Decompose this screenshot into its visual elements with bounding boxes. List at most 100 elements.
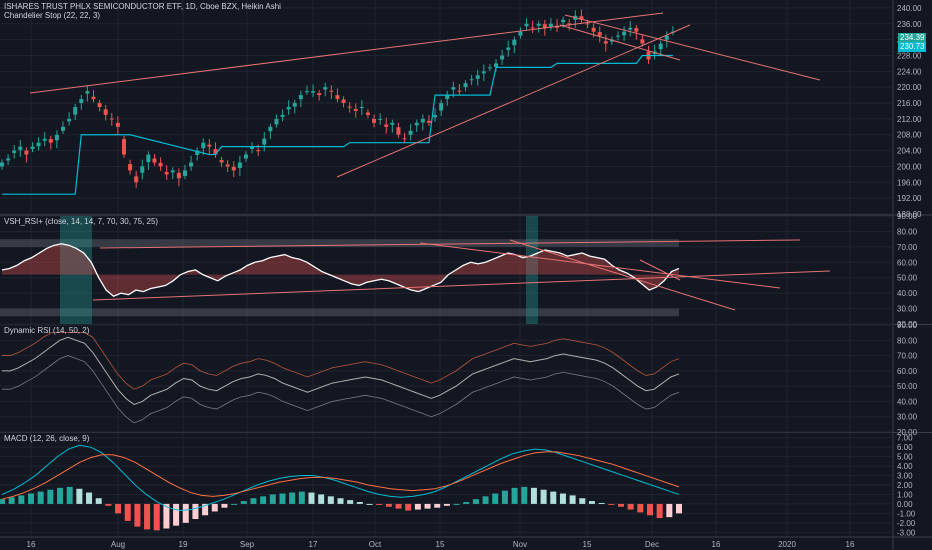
candle-body <box>329 90 334 92</box>
candle-body <box>256 150 261 152</box>
x-tick-label: Oct <box>369 540 382 549</box>
candle-body <box>12 150 17 153</box>
candle-body <box>170 170 175 173</box>
candle-body <box>115 122 120 127</box>
y-tick-label: 4.00 <box>897 462 913 471</box>
y-tick-label: 3.00 <box>897 472 913 481</box>
candle-body <box>451 87 456 90</box>
macd-histogram-bar <box>57 487 64 504</box>
candle-body <box>18 146 23 151</box>
macd-histogram-bar <box>105 503 112 506</box>
y-tick-label: 236.00 <box>897 20 922 29</box>
macd-histogram-bar <box>28 493 35 504</box>
candle-body <box>36 142 41 147</box>
candle-body <box>579 16 584 20</box>
y-tick-label: 6.00 <box>897 443 913 452</box>
macd-histogram-bar <box>347 500 354 504</box>
macd-histogram-bar <box>95 498 102 504</box>
macd-histogram-bar <box>472 499 479 504</box>
candle-body <box>164 171 169 175</box>
x-tick-label: Aug <box>111 540 125 549</box>
candle-body <box>207 144 212 147</box>
macd-histogram-bar <box>8 497 15 504</box>
dynamic-rsi-line <box>2 336 680 406</box>
rsi-line <box>1 243 680 297</box>
candle-body <box>640 39 645 44</box>
trendline <box>564 14 821 81</box>
candle-body <box>182 170 187 176</box>
macd-histogram-bar <box>221 503 228 508</box>
dynamic-upper-band <box>2 332 680 390</box>
candle-body <box>79 99 84 104</box>
chandelier-stop-line <box>2 54 673 195</box>
candle-body <box>42 138 47 141</box>
candle-body <box>311 91 316 93</box>
candle-body <box>286 107 291 110</box>
macd-histogram-bar <box>656 503 663 519</box>
y-tick-label: 228.00 <box>897 51 922 60</box>
macd-histogram-bar <box>308 492 315 504</box>
x-tick-label: 2020 <box>778 540 796 549</box>
candle-body <box>390 122 395 125</box>
candle-body <box>548 23 553 28</box>
candle-body <box>426 120 431 123</box>
candle-body <box>219 160 224 163</box>
candle-body <box>433 114 438 118</box>
macd-histogram-bar <box>173 503 180 526</box>
candle-body <box>225 164 230 167</box>
macd-histogram-bar <box>627 503 634 510</box>
candle-body <box>628 27 633 30</box>
y-tick-label: 188.00 <box>897 210 922 219</box>
rsi-trendline <box>639 259 681 281</box>
y-tick-label: 240.00 <box>897 4 922 13</box>
vsh-rsi-pane-title: VSH_RSI+ (close, 14, 14, 7, 70, 30, 75, … <box>4 217 159 226</box>
y-tick-label: 220.00 <box>897 83 922 92</box>
y-tick-label: 60.00 <box>897 367 918 376</box>
candle-body <box>189 162 194 167</box>
y-tick-label: 40.00 <box>897 289 918 298</box>
stop-price-badge: 230.73 <box>898 42 927 52</box>
macd-histogram-bar <box>424 503 431 509</box>
y-tick-label: -2.00 <box>897 519 916 528</box>
macd-histogram-bar <box>608 503 615 505</box>
candle-body <box>85 91 90 94</box>
candle-body <box>585 23 590 25</box>
candle-body <box>372 118 377 123</box>
candle-body <box>97 103 102 107</box>
candle-body <box>158 162 163 167</box>
macd-histogram-bar <box>550 491 557 504</box>
y-tick-label: 90.00 <box>897 321 918 330</box>
macd-histogram-bar <box>540 489 547 504</box>
macd-histogram-bar <box>366 503 373 505</box>
y-tick-label: 216.00 <box>897 99 922 108</box>
candle-body <box>359 107 364 108</box>
candle-body <box>353 108 358 111</box>
macd-histogram-bar <box>231 503 238 505</box>
candle-body <box>536 23 541 26</box>
candle-body <box>109 118 114 120</box>
candle-body <box>195 150 200 155</box>
macd-histogram-bar <box>115 503 122 514</box>
macd-histogram-bar <box>86 492 93 504</box>
macd-histogram-bar <box>250 498 257 504</box>
trendline <box>559 24 681 61</box>
candle-body <box>475 75 480 79</box>
macd-histogram-bar <box>492 493 499 504</box>
dynamic-rsi-pane-title: Dynamic RSI (14, 50, 2) <box>4 326 90 335</box>
macd-histogram-bar <box>414 503 421 510</box>
candle-body <box>524 23 529 27</box>
macd-histogram-bar <box>124 503 131 521</box>
candle-body <box>487 67 492 69</box>
candle-body <box>317 93 322 96</box>
macd-histogram-bar <box>260 496 267 504</box>
candle-body <box>0 162 4 167</box>
macd-histogram-bar <box>37 491 44 504</box>
candle-body <box>664 35 669 40</box>
candle-body <box>518 31 523 36</box>
macd-histogram-bar <box>163 503 170 529</box>
y-tick-label: 30.00 <box>897 305 918 314</box>
macd-histogram-bar <box>240 501 247 504</box>
candle-body <box>658 43 663 50</box>
